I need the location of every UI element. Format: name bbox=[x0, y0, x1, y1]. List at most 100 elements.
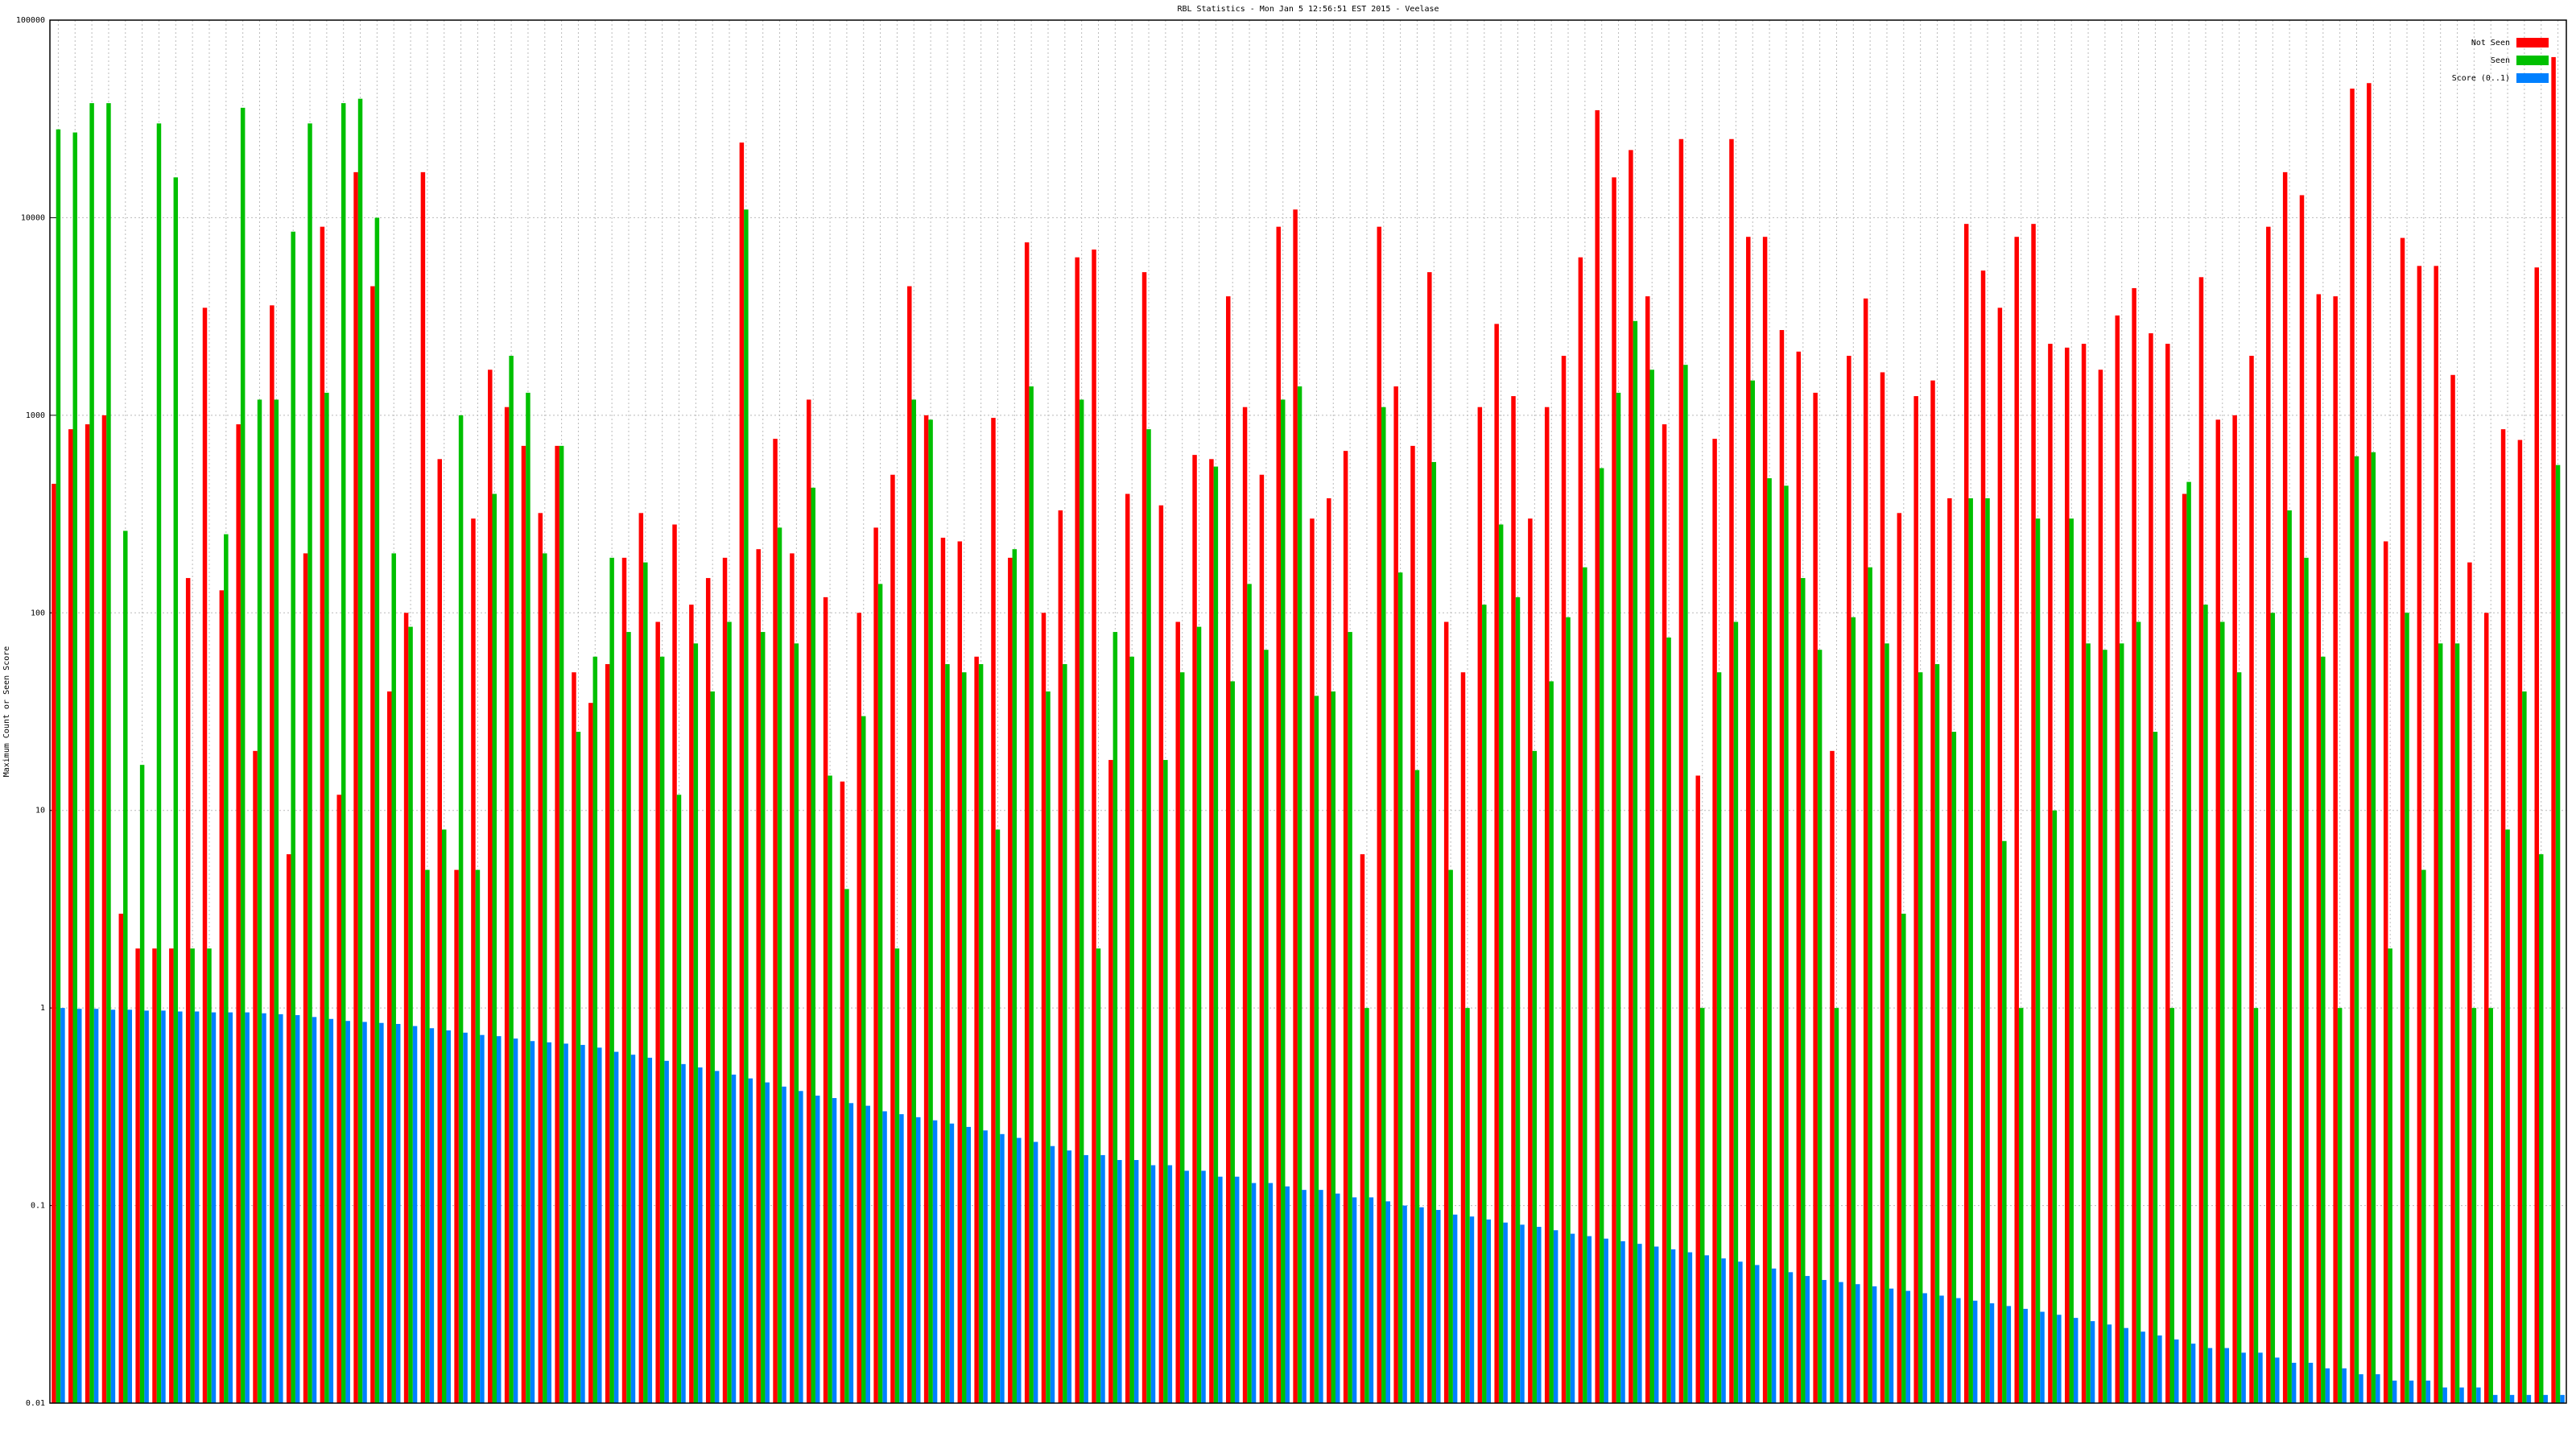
bar bbox=[2434, 266, 2438, 1403]
bar bbox=[1092, 249, 1096, 1403]
bar bbox=[308, 123, 312, 1404]
bar bbox=[1443, 621, 1449, 1403]
bar bbox=[1851, 617, 1856, 1403]
bar bbox=[1629, 150, 1633, 1403]
bar bbox=[693, 643, 699, 1403]
bar bbox=[1302, 1190, 1307, 1403]
bar bbox=[655, 621, 660, 1403]
bar bbox=[681, 1063, 686, 1403]
bar bbox=[1544, 407, 1550, 1403]
bar bbox=[1733, 621, 1739, 1403]
bar bbox=[286, 854, 291, 1403]
bar bbox=[370, 286, 375, 1403]
bar bbox=[2522, 691, 2527, 1403]
bar bbox=[1561, 355, 1567, 1403]
bar bbox=[1839, 1282, 1843, 1403]
bar bbox=[1247, 584, 1252, 1403]
bar bbox=[2140, 1331, 2145, 1403]
bar bbox=[68, 429, 73, 1404]
bar bbox=[1419, 1207, 1424, 1403]
bar bbox=[144, 1010, 149, 1403]
bar bbox=[2023, 1308, 2028, 1403]
bar bbox=[1889, 1288, 1894, 1403]
bar bbox=[1767, 478, 1772, 1404]
bar bbox=[1885, 643, 1889, 1403]
bar bbox=[1678, 138, 1684, 1404]
bar bbox=[1968, 497, 1973, 1403]
bar bbox=[475, 869, 481, 1403]
bar bbox=[1179, 672, 1185, 1403]
bar bbox=[386, 691, 392, 1403]
bar bbox=[605, 664, 610, 1403]
bar bbox=[2190, 1344, 2196, 1403]
bar bbox=[1230, 681, 1235, 1403]
bar bbox=[1192, 455, 1197, 1403]
bar bbox=[978, 664, 984, 1403]
bar bbox=[1058, 510, 1063, 1403]
bar bbox=[2040, 1311, 2045, 1403]
bar bbox=[2488, 1008, 2493, 1403]
bar bbox=[1314, 696, 1319, 1403]
bar bbox=[1985, 497, 1990, 1403]
bar bbox=[1402, 1205, 1407, 1403]
bar bbox=[1431, 461, 1437, 1403]
bar bbox=[1410, 445, 1415, 1403]
bar bbox=[962, 672, 967, 1403]
bar bbox=[1788, 1272, 1794, 1403]
bar bbox=[2098, 369, 2103, 1404]
bar bbox=[2308, 1362, 2314, 1403]
bar bbox=[782, 1086, 786, 1403]
bar bbox=[1158, 505, 1164, 1403]
bar bbox=[698, 1067, 703, 1403]
bar bbox=[1687, 1252, 1693, 1403]
bar bbox=[1856, 1284, 1860, 1403]
bar bbox=[1918, 672, 1923, 1403]
bar bbox=[123, 530, 128, 1403]
bar bbox=[2282, 171, 2288, 1403]
bar bbox=[1750, 380, 1756, 1404]
bar bbox=[127, 1009, 133, 1403]
bar bbox=[664, 1060, 669, 1403]
bar bbox=[341, 103, 346, 1404]
bar bbox=[1863, 298, 1868, 1404]
bar bbox=[547, 1042, 552, 1403]
bar bbox=[1683, 365, 1688, 1404]
bar bbox=[2249, 355, 2254, 1403]
bar bbox=[156, 123, 162, 1404]
bar bbox=[1604, 1238, 1608, 1403]
bar bbox=[1695, 775, 1700, 1403]
bar bbox=[865, 1105, 870, 1403]
bar bbox=[2203, 605, 2208, 1403]
bar bbox=[1084, 1154, 1088, 1403]
bar bbox=[1922, 1293, 1927, 1403]
bar bbox=[437, 459, 442, 1403]
bar bbox=[194, 1011, 200, 1403]
bar bbox=[471, 518, 476, 1403]
bar bbox=[1670, 1249, 1676, 1403]
bar bbox=[2014, 237, 2019, 1404]
bar bbox=[185, 578, 191, 1403]
bar bbox=[106, 103, 111, 1404]
bar bbox=[1645, 296, 1650, 1403]
bar bbox=[202, 308, 208, 1404]
bar bbox=[1801, 578, 1806, 1403]
bar bbox=[543, 553, 547, 1404]
bar bbox=[2405, 613, 2409, 1403]
bar bbox=[799, 1091, 803, 1403]
bar bbox=[1503, 1222, 1508, 1403]
bar bbox=[815, 1096, 820, 1403]
bar bbox=[877, 584, 883, 1403]
bar bbox=[2169, 1008, 2175, 1403]
bar bbox=[2459, 1387, 2464, 1403]
bar bbox=[597, 1047, 602, 1403]
bar bbox=[1360, 854, 1365, 1403]
bar bbox=[2258, 1352, 2263, 1403]
bar bbox=[2409, 1381, 2414, 1403]
bar bbox=[253, 750, 258, 1403]
bar bbox=[609, 557, 614, 1404]
bar bbox=[1805, 1276, 1810, 1403]
bar bbox=[85, 424, 90, 1403]
bar bbox=[2132, 287, 2136, 1403]
bar bbox=[705, 578, 711, 1403]
